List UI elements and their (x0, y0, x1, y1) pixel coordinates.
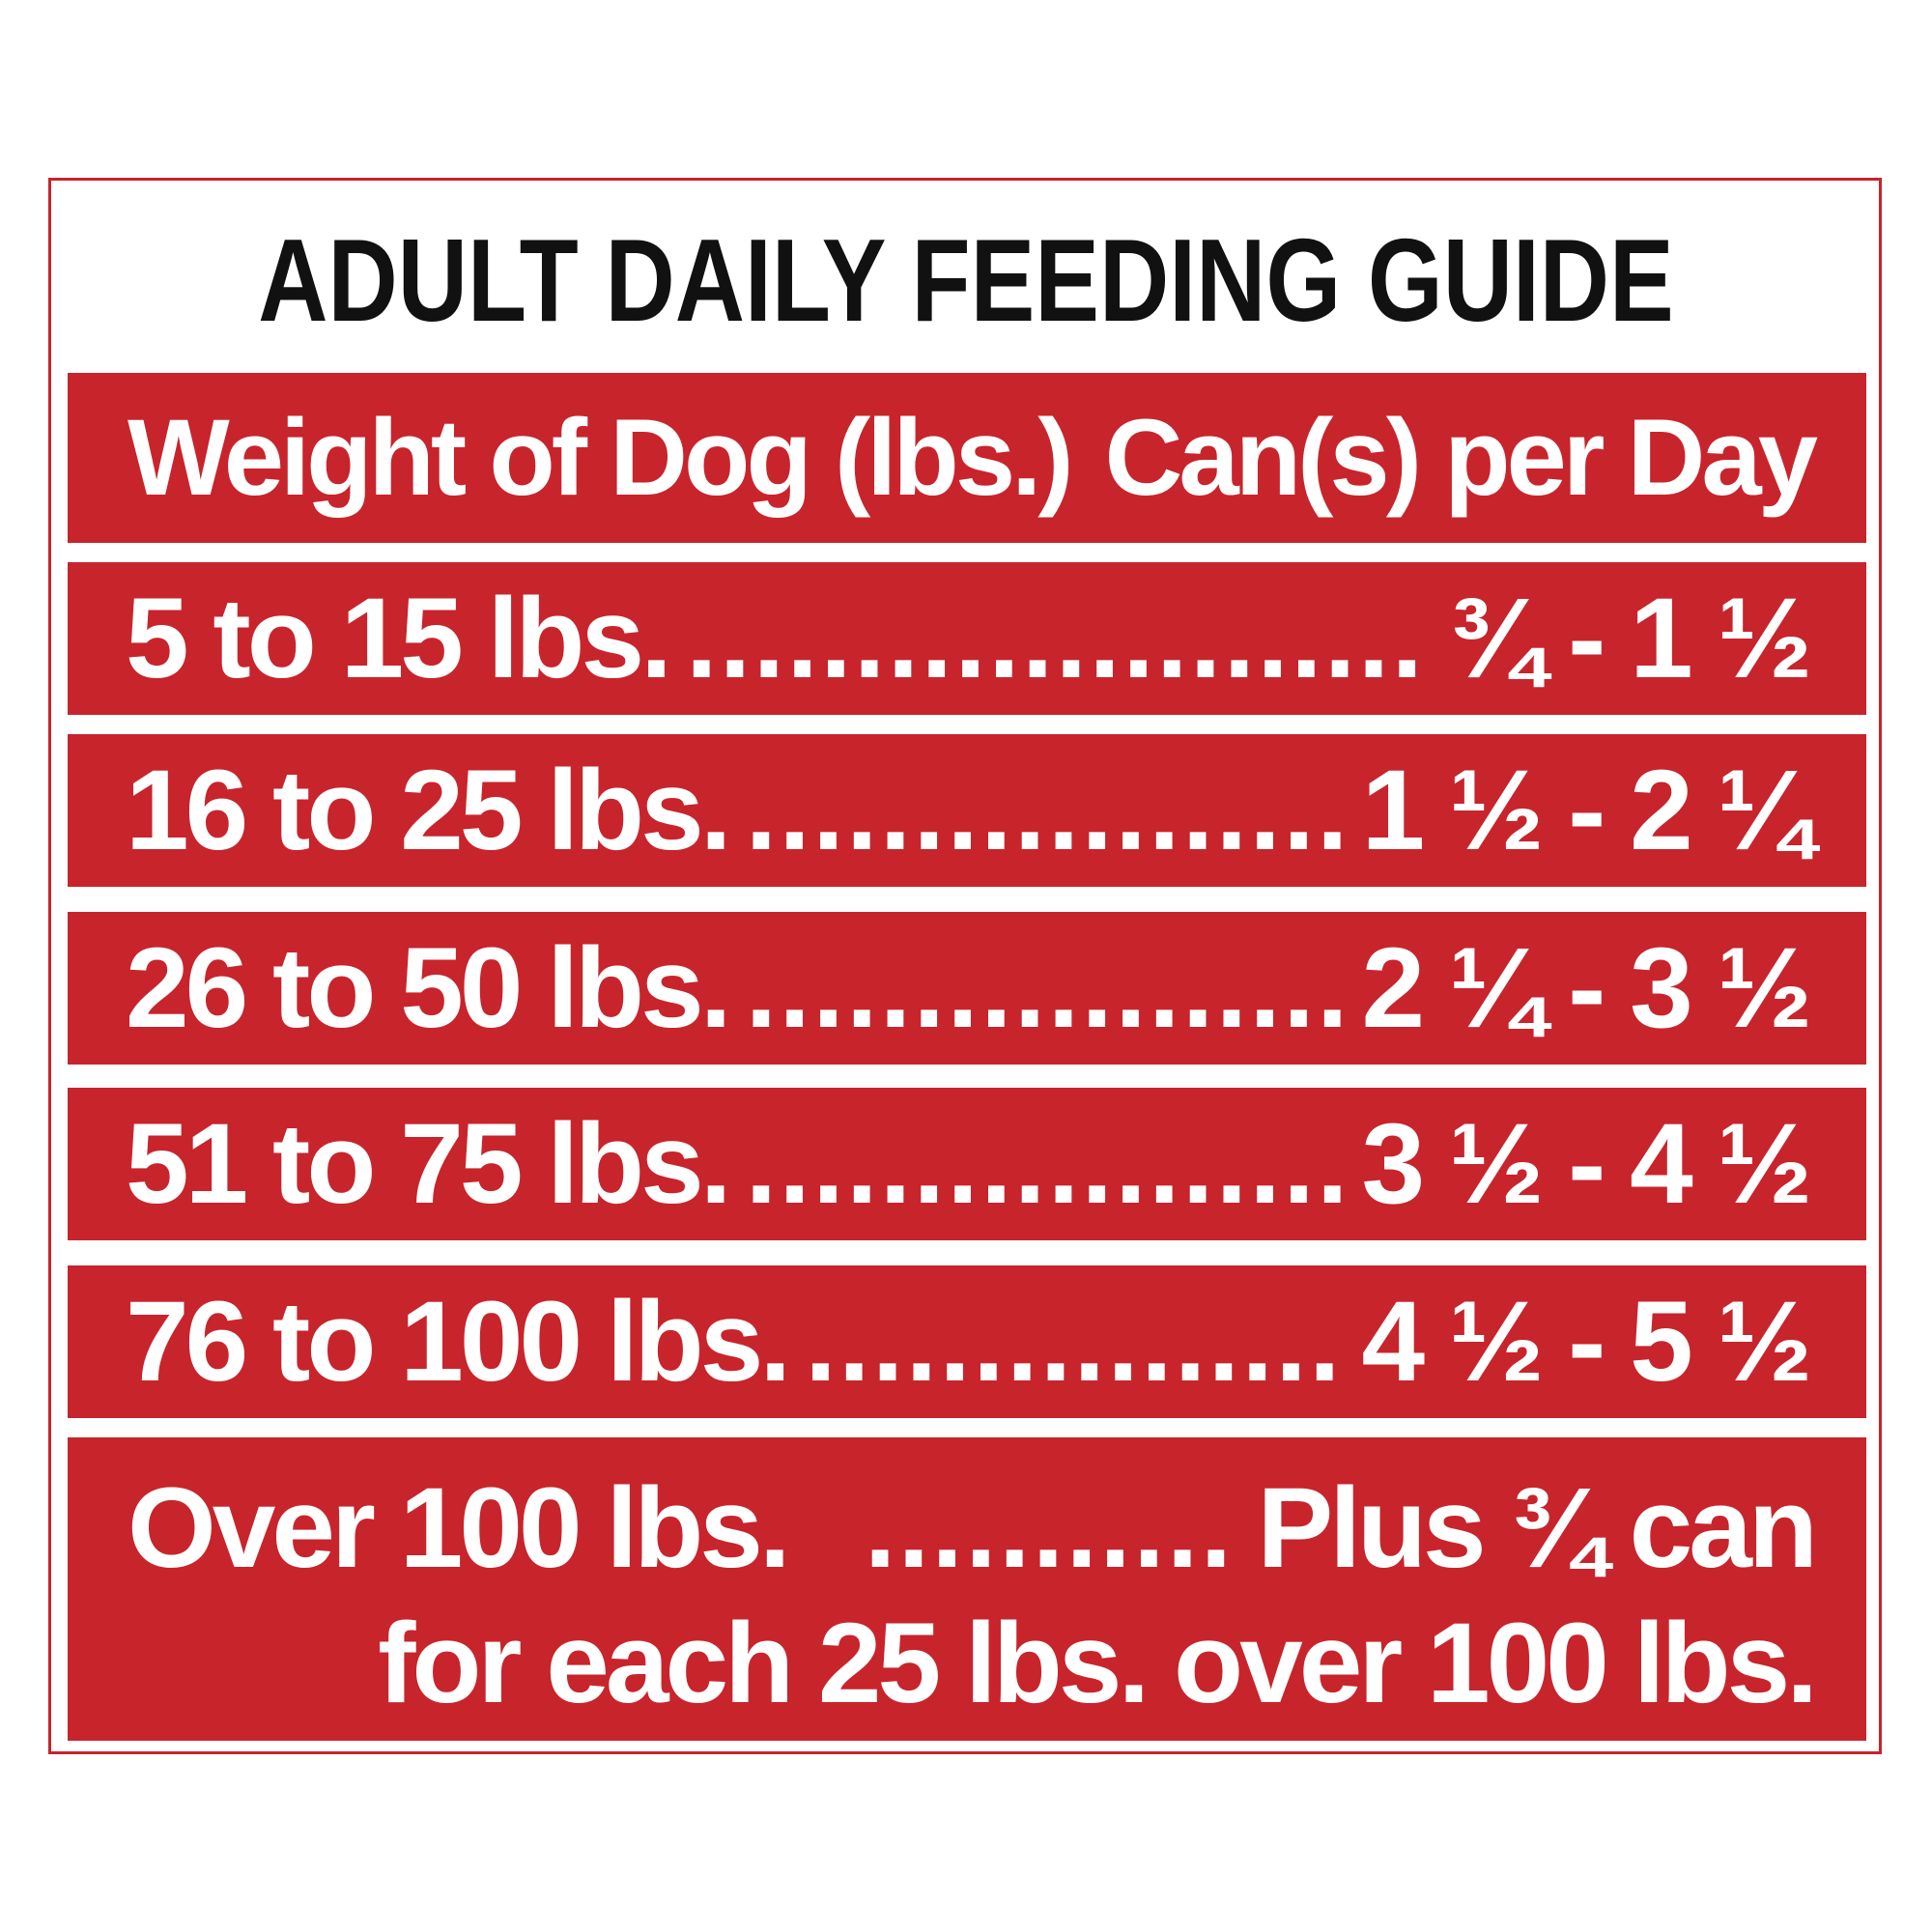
row-amount: 4 ½ - 5 ½ (1361, 1278, 1812, 1406)
row-amount: 3 ½ - 4 ½ (1361, 1100, 1812, 1228)
row-leader-dots: ........................................… (685, 575, 1432, 702)
table-row: 5 to 15 lbs. ...........................… (68, 562, 1866, 715)
row-weight: Over 100 lbs. (128, 1464, 791, 1592)
row-amount: Plus ¾ can (1257, 1464, 1818, 1592)
row-weight: 51 to 75 lbs. (126, 1100, 732, 1228)
row-leader-dots: ........................................… (745, 747, 1345, 874)
header-cans-label: Can(s) per Day (1104, 397, 1818, 518)
over-100-note: for each 25 lbs. over 100 lbs. (378, 1600, 1818, 1727)
row-leader-dots: ........................................… (745, 924, 1345, 1052)
table-header: Weight of Dog (lbs.) Can(s) per Day (68, 373, 1866, 543)
table-row: 76 to 100 lbs. .........................… (68, 1265, 1866, 1418)
row-leader-dots: ........................................… (864, 1464, 1240, 1592)
over-100-line: Over 100 lbs. ..........................… (128, 1461, 1818, 1596)
row-weight: 76 to 100 lbs. (126, 1278, 791, 1406)
row-weight: 26 to 50 lbs. (126, 924, 732, 1052)
table-row: 16 to 25 lbs. ..........................… (68, 734, 1866, 887)
table-row: 51 to 75 lbs. ..........................… (68, 1088, 1866, 1240)
row-leader-dots: ........................................… (805, 1278, 1344, 1406)
row-weight: 16 to 25 lbs. (126, 747, 732, 874)
row-amount: ¾ - 1 ½ (1448, 575, 1812, 702)
table-row-over-100: Over 100 lbs. ..........................… (68, 1437, 1866, 1741)
guide-title: ADULT DAILY FEEDING GUIDE (258, 214, 1674, 346)
row-weight: 5 to 15 lbs. (126, 575, 672, 702)
row-leader-dots: ........................................… (745, 1100, 1345, 1228)
row-amount: 2 ¼ - 3 ½ (1361, 924, 1812, 1052)
row-amount: 1 ½ - 2 ¼ (1361, 747, 1812, 874)
header-weight-label: Weight of Dog (lbs.) (128, 397, 1074, 518)
table-row: 26 to 50 lbs. ..........................… (68, 912, 1866, 1065)
